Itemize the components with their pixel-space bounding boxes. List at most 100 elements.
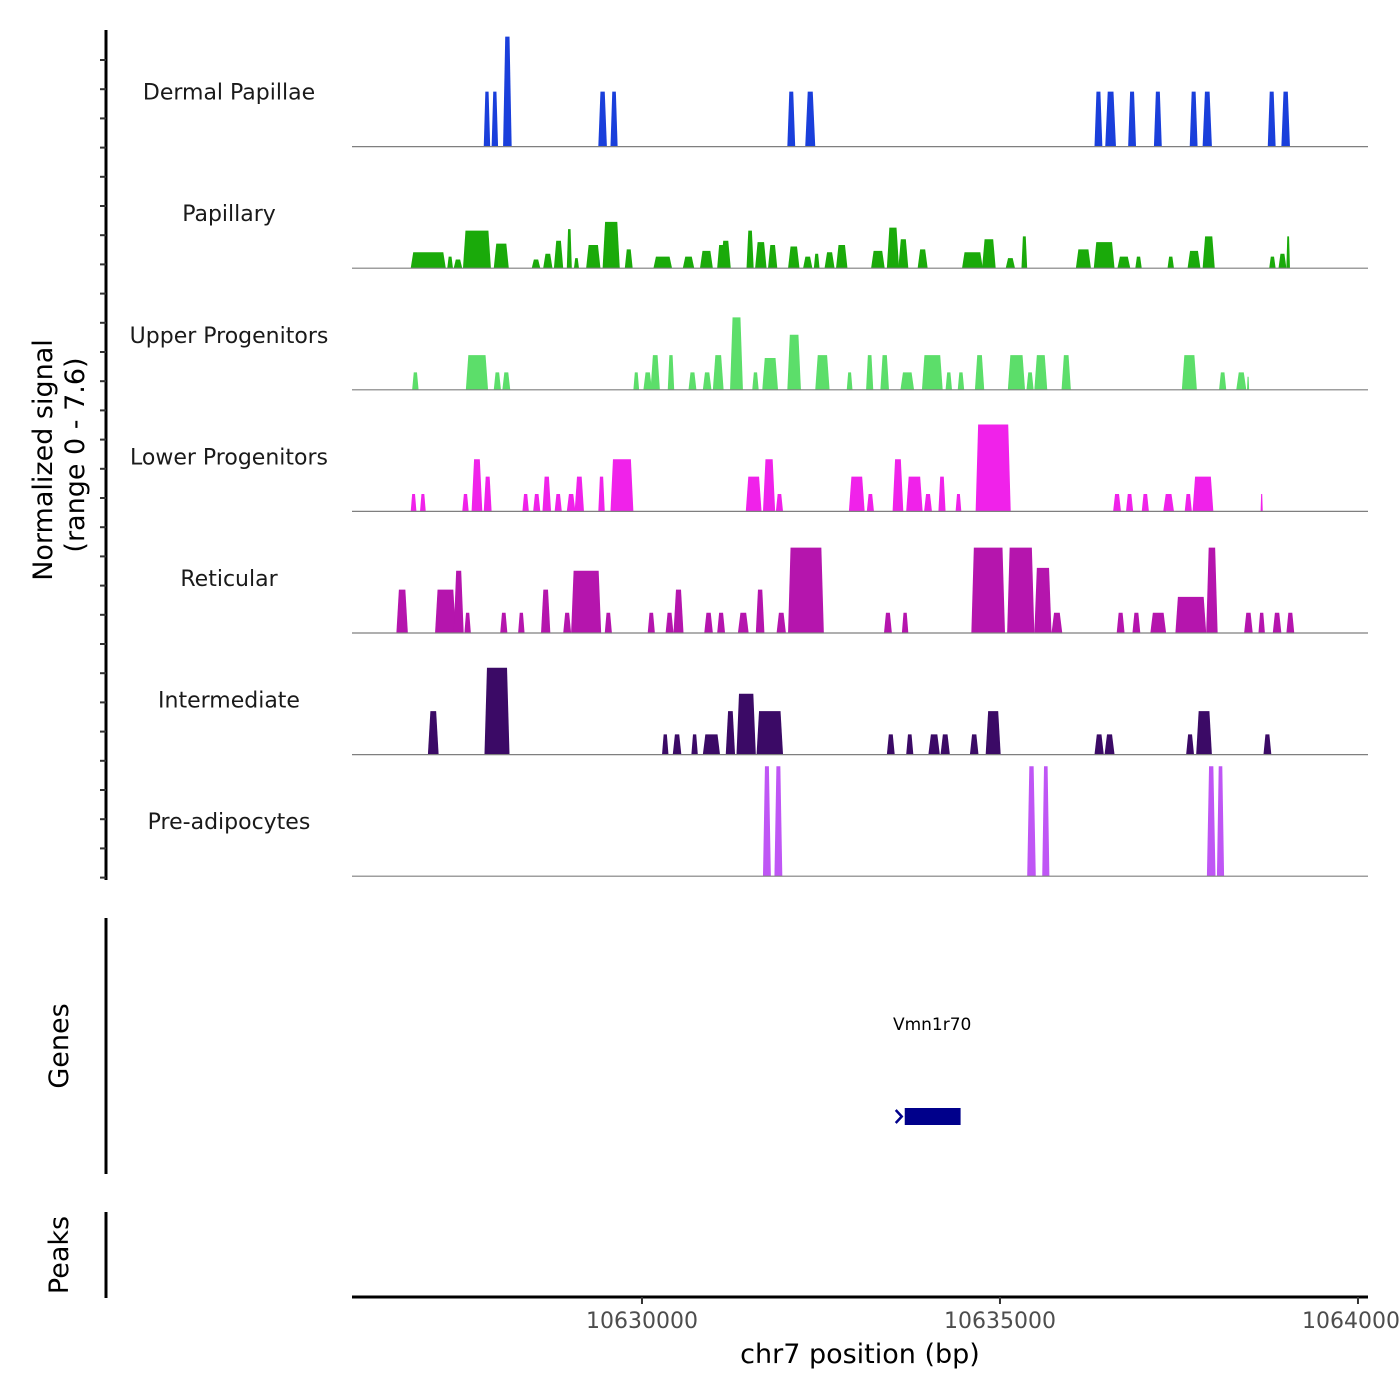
signal-peak (531, 259, 541, 269)
signal-peak (746, 230, 754, 269)
track-papillary: Papillary (182, 202, 1368, 269)
signal-peak (1175, 596, 1207, 633)
signal-peak (1281, 91, 1290, 147)
signal-peak (928, 734, 940, 755)
signal-peak (752, 372, 759, 390)
track-label: Intermediate (158, 689, 300, 714)
signal-peak (491, 91, 499, 147)
signal-peak (453, 570, 464, 633)
signal-peak (571, 570, 602, 633)
signal-peak (543, 253, 553, 269)
signal-peak (1125, 494, 1134, 512)
signal-peak (917, 249, 928, 269)
signal-peak (720, 240, 731, 269)
signal-peak (1258, 612, 1265, 633)
signal-peak (1187, 250, 1201, 269)
signal-peak (1267, 91, 1276, 147)
signal-peak (1196, 711, 1212, 755)
signal-peak (1061, 355, 1071, 390)
signal-peak (900, 372, 915, 390)
signal-peak (717, 612, 726, 633)
signal-peak (688, 372, 697, 390)
signal-peak (762, 357, 779, 390)
signal-peak (774, 766, 783, 877)
genes-panel: Vmn1r70 (893, 1015, 971, 1125)
signal-peak (788, 547, 824, 633)
signal-peak (410, 252, 446, 269)
signal-peak (650, 355, 660, 390)
signal-peak (813, 253, 820, 269)
signal-peak (712, 355, 724, 390)
signal-peak (767, 245, 778, 269)
signal-peak (788, 246, 800, 269)
signal-peak (1272, 612, 1282, 633)
x-tick-label: 10635000 (944, 1309, 1056, 1334)
x-axis-ticks: 10630000 10635000 10640000 (586, 1297, 1400, 1334)
x-tick-label: 10630000 (586, 1309, 698, 1334)
signal-peak (453, 259, 463, 269)
genes-panel-title: Genes (44, 1003, 75, 1088)
signal-peak (883, 612, 892, 633)
signal-peak (901, 612, 909, 633)
signal-peak (598, 91, 607, 147)
signal-peak (1181, 355, 1197, 390)
signal-peak (624, 249, 633, 269)
signal-peak (776, 612, 786, 633)
signal-peak (647, 612, 655, 633)
signal-peak (755, 242, 767, 269)
signal-peak (815, 355, 830, 390)
signal-peak (483, 91, 491, 147)
track-label: Lower Progenitors (130, 445, 328, 470)
signal-peak (969, 734, 979, 755)
signal-peak (704, 612, 713, 633)
signal-peak (563, 612, 572, 633)
signal-peak (982, 239, 996, 269)
signal-peak (447, 256, 453, 269)
signal-peak (1153, 91, 1162, 147)
signal-peak (665, 612, 674, 633)
signal-peak (1189, 91, 1198, 147)
signal-peak (602, 221, 620, 269)
track-label: Dermal Papillae (143, 81, 315, 106)
signal-peak (554, 494, 562, 512)
track-label: Papillary (182, 202, 276, 227)
signal-peak (435, 589, 456, 633)
signal-peak (464, 612, 471, 633)
signal-peak (462, 230, 491, 269)
signal-peak (1034, 355, 1048, 390)
signal-peak (1117, 256, 1131, 269)
track-intermediate: Intermediate (158, 667, 1368, 756)
signal-peak (610, 91, 618, 147)
signal-peak (662, 734, 669, 755)
signal-peak (1184, 494, 1192, 512)
signal-peak (974, 355, 985, 390)
signal-peak (892, 459, 904, 512)
signal-peak (502, 372, 511, 390)
signal-peak (1216, 766, 1225, 877)
track-pre-adipocytes: Pre-adipocytes (148, 766, 1368, 877)
signal-peak (975, 424, 1011, 512)
signal-peak (574, 476, 584, 512)
signal-peak (886, 227, 900, 269)
signal-peak (1094, 91, 1103, 147)
signal-peak (427, 711, 439, 755)
signal-y-axis-title: Normalized signal (28, 339, 59, 581)
signal-peak (410, 494, 417, 512)
signal-peak (1075, 249, 1091, 269)
signal-y-axis-subtitle: (range 0 - 7.6) (60, 357, 91, 552)
signal-peak (866, 355, 874, 390)
signal-peak (483, 476, 492, 512)
x-axis-title: chr7 position (bp) (740, 1339, 980, 1370)
signal-peak (1034, 567, 1052, 633)
signal-y-axis-ticks (100, 59, 106, 879)
signal-peak (805, 91, 816, 147)
signal-peak (553, 240, 564, 269)
signal-peak (846, 372, 853, 390)
peaks-panel-title: Peaks (44, 1216, 75, 1294)
signal-peak (880, 355, 889, 390)
signal-peak (412, 372, 419, 390)
signal-peak (787, 334, 801, 390)
signal-peak (493, 243, 509, 269)
signal-peak (667, 355, 675, 390)
